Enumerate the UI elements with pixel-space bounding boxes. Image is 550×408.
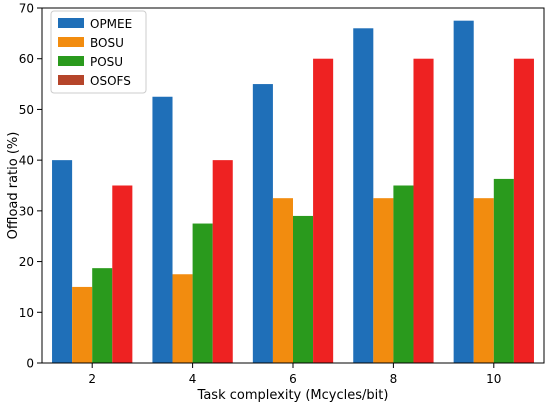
legend-label-osofs: OSOFS — [90, 74, 131, 88]
bar-posu-2 — [92, 268, 113, 363]
x-axis: 2 4 6 8 10 — [88, 363, 501, 386]
bar-opmee-6 — [252, 84, 273, 363]
x-tick-label-8: 8 — [390, 372, 398, 386]
legend-label-bosu: BOSU — [90, 36, 124, 50]
y-axis: 0 10 20 30 40 50 60 70 — [19, 2, 42, 371]
y-tick-label-40: 40 — [19, 154, 34, 168]
x-tick-label-2: 2 — [88, 372, 96, 386]
bar-posu-6 — [293, 215, 314, 363]
legend-frame — [50, 10, 147, 94]
bar-osofs-10 — [513, 58, 534, 364]
y-tick-label-20: 20 — [19, 255, 34, 269]
legend-swatch-bosu — [58, 37, 84, 47]
x-tick-label-10: 10 — [486, 372, 501, 386]
bar-bosu-6 — [272, 198, 293, 363]
y-tick-label-0: 0 — [26, 357, 34, 371]
y-tick-label-50: 50 — [19, 103, 34, 117]
y-axis-label: Offload ratio (%) — [6, 132, 21, 240]
bar-osofs-4 — [212, 160, 233, 363]
legend: OPMEE BOSU POSU OSOFS — [50, 10, 147, 94]
y-tick-label-60: 60 — [19, 52, 34, 66]
bar-posu-4 — [192, 223, 213, 363]
bars-group — [52, 20, 534, 364]
bar-opmee-8 — [353, 28, 374, 363]
x-tick-label-6: 6 — [289, 372, 297, 386]
bar-bosu-8 — [373, 198, 394, 363]
bar-osofs-6 — [313, 58, 334, 364]
legend-label-posu: POSU — [90, 55, 123, 69]
bar-bosu-2 — [72, 286, 93, 363]
bar-opmee-2 — [52, 160, 73, 363]
x-tick-label-4: 4 — [189, 372, 197, 386]
legend-swatch-osofs — [58, 75, 84, 85]
bar-posu-10 — [493, 178, 514, 363]
y-tick-label-30: 30 — [19, 204, 34, 218]
bar-bosu-10 — [473, 198, 494, 363]
bar-posu-8 — [393, 185, 414, 363]
bar-osofs-2 — [112, 185, 133, 363]
bar-opmee-10 — [453, 20, 474, 364]
bar-opmee-4 — [152, 96, 173, 363]
legend-swatch-opmee — [58, 18, 84, 28]
y-tick-label-70: 70 — [19, 2, 34, 16]
x-axis-label: Task complexity (Mcycles/bit) — [197, 388, 389, 403]
bar-osofs-8 — [413, 58, 434, 364]
y-tick-label-10: 10 — [19, 306, 34, 320]
bar-bosu-4 — [172, 274, 193, 363]
legend-label-opmee: OPMEE — [90, 17, 132, 31]
legend-swatch-posu — [58, 56, 84, 66]
